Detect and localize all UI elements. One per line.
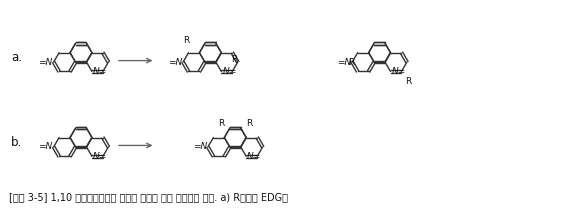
Text: R: R bbox=[348, 58, 354, 67]
Text: R: R bbox=[405, 77, 411, 86]
Text: a.: a. bbox=[12, 51, 23, 64]
Text: b.: b. bbox=[12, 136, 23, 149]
Text: R: R bbox=[218, 119, 224, 128]
Text: N=: N= bbox=[247, 152, 262, 161]
Text: N=: N= bbox=[93, 67, 107, 76]
Text: R: R bbox=[247, 119, 252, 128]
Text: N=: N= bbox=[391, 67, 406, 76]
Text: =N: =N bbox=[193, 142, 207, 151]
Text: R: R bbox=[184, 36, 189, 45]
Text: [그림 3-5] 1,10 페난스롤린에서 치환키 위치에 따른 전위차의 변화. a) R위치에 EDG를: [그림 3-5] 1,10 페난스롤린에서 치환키 위치에 따른 전위차의 변화… bbox=[9, 192, 288, 202]
Text: N=: N= bbox=[222, 67, 237, 76]
Text: =N: =N bbox=[337, 58, 351, 67]
Text: =N: =N bbox=[38, 58, 53, 67]
Text: N=: N= bbox=[93, 152, 107, 161]
Text: =N: =N bbox=[168, 58, 182, 67]
Text: =N: =N bbox=[38, 142, 53, 151]
Text: R: R bbox=[231, 55, 237, 64]
